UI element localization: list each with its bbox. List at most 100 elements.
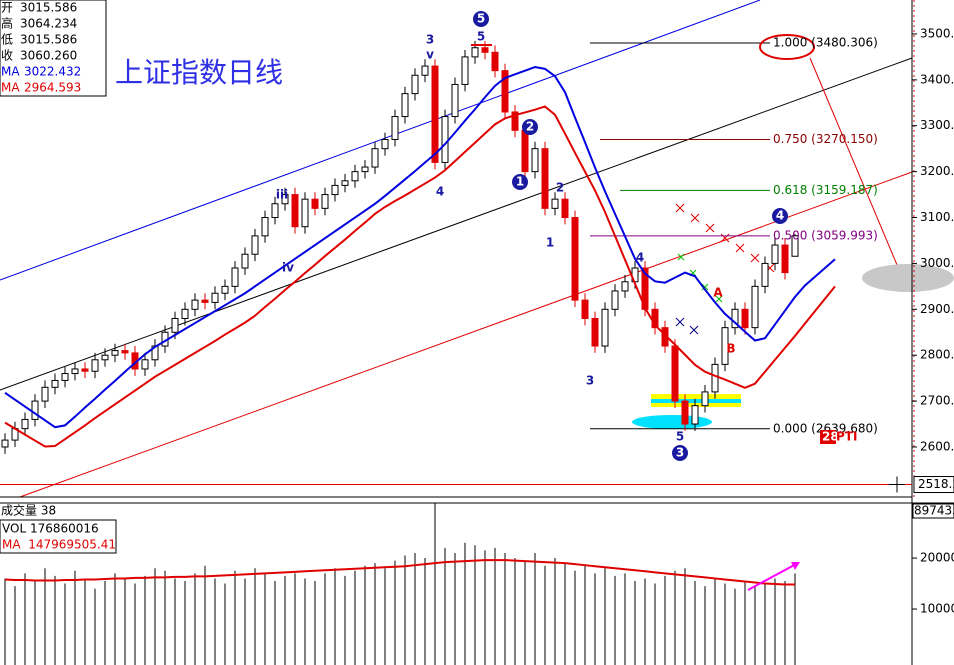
wave-circle — [772, 208, 788, 224]
candle-body — [781, 244, 789, 274]
candle-body — [461, 56, 469, 85]
wave-label: 3 — [426, 33, 434, 47]
fib-label: 0.618 (3159.187) — [773, 183, 878, 197]
y-tick-label: 2800. — [920, 348, 954, 362]
fib-label: 0.750 (3270.150) — [773, 132, 878, 146]
y-tick-label: 2900. — [920, 302, 954, 316]
candle-body — [101, 354, 109, 361]
candle-body — [561, 198, 569, 219]
volume-readout: VOL 176860016 — [2, 522, 99, 536]
candle-body — [621, 281, 629, 292]
y-tick-label: 3100. — [920, 210, 954, 224]
candle-body — [681, 400, 689, 425]
candle-body — [471, 47, 479, 58]
candle-body — [451, 83, 459, 118]
y-tick-label: 2700. — [920, 394, 954, 408]
candle-body — [761, 262, 769, 287]
cursor-label-box — [913, 476, 954, 494]
top-label-box — [912, 503, 954, 519]
wave-circle — [522, 119, 538, 135]
wave-label: B — [726, 342, 735, 356]
highlight-ellipse — [862, 264, 954, 292]
volume-top-label: 897435 — [914, 504, 954, 518]
crosshair — [889, 476, 905, 493]
badge-text: PTI — [836, 430, 857, 444]
blue-crosses — [675, 317, 699, 335]
volume-title: 成交量 38 — [1, 503, 56, 518]
ma-line — [4, 65, 836, 429]
candle-body — [611, 290, 619, 310]
y-tick-label: 10000 — [920, 602, 954, 616]
candle-body — [741, 308, 749, 329]
candle-body — [411, 74, 419, 95]
candle-body — [331, 184, 339, 196]
wave-circle — [672, 445, 688, 461]
wave-label: 5 — [676, 430, 684, 444]
candle-body — [181, 308, 189, 319]
candle-body — [111, 350, 119, 356]
candle-body — [391, 116, 399, 141]
wave-circle-label: 4 — [776, 209, 784, 223]
wave-label: A — [713, 286, 723, 300]
candle-body — [61, 373, 69, 381]
candle-body — [551, 198, 559, 209]
candle-body — [171, 317, 179, 333]
candle-body — [581, 299, 589, 319]
y-tick-label: 3400. — [920, 72, 954, 86]
candle-body — [371, 148, 379, 168]
candle-body — [711, 363, 719, 393]
info-label: 开 — [1, 1, 13, 15]
arrow-head — [791, 562, 800, 570]
info-label: 低 — [1, 33, 13, 47]
wave-label: 2 — [556, 181, 564, 195]
candle-body — [601, 308, 609, 347]
candle-body — [541, 148, 549, 209]
candle-body — [21, 418, 29, 430]
trend-line — [809, 57, 901, 273]
candle-body — [481, 47, 489, 53]
wave-circle — [512, 174, 528, 190]
green-crosses — [677, 253, 723, 303]
wave-circle — [473, 11, 489, 27]
info-box — [0, 0, 107, 97]
info-label: MA — [1, 81, 20, 95]
fib-label: 0.000 (2639.680) — [773, 421, 878, 435]
candle-body — [441, 116, 449, 163]
wave-label: 5 — [477, 30, 485, 44]
wave-label: iii — [276, 188, 288, 202]
wave-label: 3 — [586, 374, 594, 388]
wave-label: v — [426, 48, 434, 62]
info-label: MA — [1, 65, 20, 79]
trend-line — [19, 171, 913, 498]
candle-body — [191, 299, 199, 310]
info-value: 3064.234 — [20, 17, 77, 31]
candle-body — [201, 299, 209, 303]
candle-body — [231, 267, 239, 287]
trend-line — [0, 57, 913, 391]
candle-body — [271, 203, 279, 219]
wave-label: 4 — [436, 185, 444, 199]
ma-line — [4, 105, 836, 448]
candle-body — [241, 253, 249, 269]
candle-body — [321, 194, 329, 209]
trend-line — [0, 0, 761, 281]
candle-body — [721, 327, 729, 365]
candle-body — [221, 285, 229, 294]
candle-body — [141, 359, 149, 370]
volume-ma-line — [4, 559, 795, 586]
candle-body — [571, 217, 579, 301]
candle-body — [251, 235, 259, 255]
wave-circle-label: 1 — [516, 175, 524, 189]
candle-body — [351, 171, 359, 182]
chart-title: 上证指数日线 — [115, 56, 283, 89]
y-tick-label: 3200. — [920, 164, 954, 178]
info-label: 收 — [1, 49, 13, 63]
info-value: 3022.432 — [24, 65, 81, 79]
info-label: 高 — [1, 16, 13, 31]
candle-body — [401, 93, 409, 118]
info-value: 2964.593 — [24, 81, 81, 95]
candle-body — [41, 386, 49, 402]
